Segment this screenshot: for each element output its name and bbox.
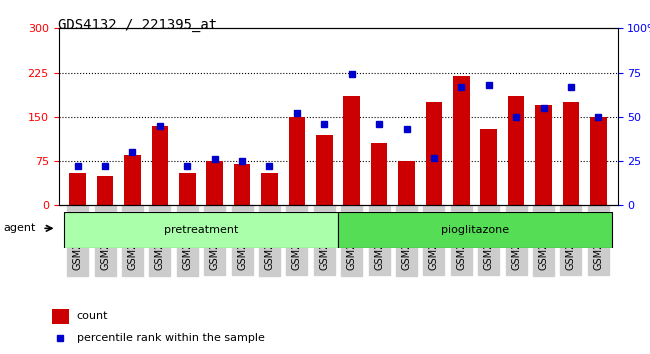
Bar (398, 161, 415, 205)
Bar (480, 129, 497, 205)
Text: percentile rank within the sample: percentile rank within the sample (77, 332, 265, 343)
Bar (563, 102, 579, 205)
Bar (70, 173, 86, 205)
Bar (508, 96, 525, 205)
Bar (124, 155, 140, 205)
Bar (343, 96, 360, 205)
Text: pretreatment: pretreatment (164, 225, 238, 235)
Bar (590, 117, 606, 205)
Bar (316, 135, 333, 205)
Bar (179, 173, 196, 205)
Bar (453, 75, 469, 205)
Bar (289, 117, 305, 205)
Text: count: count (77, 311, 109, 321)
Bar (64, 212, 338, 248)
Bar (207, 161, 223, 205)
Bar (338, 212, 612, 248)
Bar (97, 176, 113, 205)
Text: agent: agent (3, 223, 36, 233)
Bar (151, 126, 168, 205)
Bar (234, 164, 250, 205)
Text: GDS4132 / 221395_at: GDS4132 / 221395_at (58, 18, 218, 32)
Bar (52, 309, 69, 324)
Bar (371, 143, 387, 205)
Bar (536, 105, 552, 205)
Text: pioglitazone: pioglitazone (441, 225, 509, 235)
Bar (261, 173, 278, 205)
Bar (426, 102, 442, 205)
